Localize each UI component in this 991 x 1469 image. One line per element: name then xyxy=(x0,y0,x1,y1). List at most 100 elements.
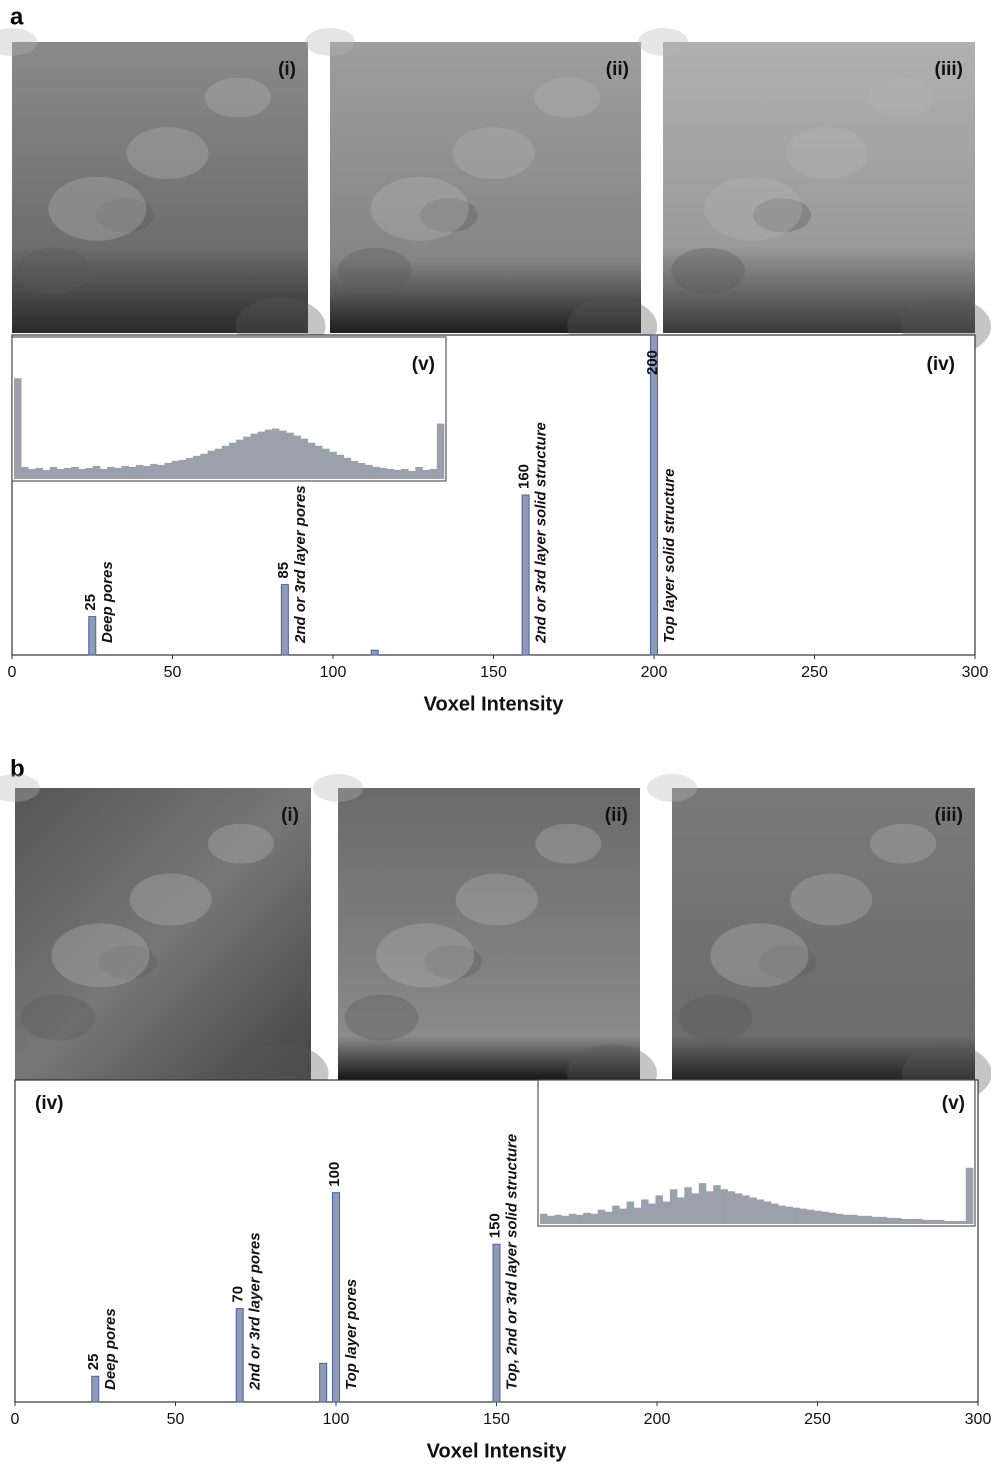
histogram-bar xyxy=(250,433,258,479)
histogram-bar xyxy=(121,465,129,479)
histogram-bar xyxy=(300,438,309,479)
bar-note: Top, 2nd or 3rd layer solid structure xyxy=(503,1134,520,1390)
histogram-bar xyxy=(157,464,165,479)
histogram-bar xyxy=(386,468,395,479)
histogram-bar xyxy=(742,1195,750,1224)
x-tick-label: 50 xyxy=(167,1411,185,1428)
histogram-bar xyxy=(164,462,172,479)
histogram-bar xyxy=(186,457,194,479)
histogram-bar xyxy=(951,1220,959,1224)
histogram-bar xyxy=(114,467,122,479)
histogram-bar xyxy=(662,1201,671,1224)
histogram-bar xyxy=(843,1214,851,1224)
histogram-bar xyxy=(343,457,352,479)
bar xyxy=(650,334,658,656)
texture-blob xyxy=(710,923,809,988)
bar-x-label: 100 xyxy=(326,1162,343,1187)
texture-blob xyxy=(17,247,92,294)
histogram-bar xyxy=(365,464,373,479)
histogram-bar xyxy=(705,1191,714,1224)
x-axis-label: Voxel Intensity xyxy=(427,1440,568,1462)
histogram-bar xyxy=(915,1218,923,1224)
histogram-bar xyxy=(590,1213,599,1224)
texture-blob xyxy=(344,994,419,1041)
x-tick-label: 0 xyxy=(11,1411,20,1428)
histogram-bar xyxy=(78,468,86,479)
panel-label: (v) xyxy=(942,1093,965,1114)
texture-blob xyxy=(638,28,688,56)
x-tick-label: 300 xyxy=(962,664,989,681)
histogram-bar xyxy=(691,1193,700,1224)
histogram-bar xyxy=(727,1191,736,1224)
histogram-bar xyxy=(669,1189,678,1224)
x-tick-label: 50 xyxy=(164,664,182,681)
image-label: (ii) xyxy=(605,805,628,826)
histogram-bar xyxy=(944,1220,952,1224)
texture-blob xyxy=(0,774,40,802)
histogram-bar xyxy=(272,428,280,479)
histogram-bar xyxy=(792,1207,801,1224)
histogram-bar xyxy=(128,466,137,479)
histogram-bar xyxy=(871,1216,880,1224)
histogram-bar xyxy=(597,1209,606,1224)
histogram-bar xyxy=(698,1183,707,1224)
bar-x-label: 70 xyxy=(230,1286,247,1303)
bar xyxy=(235,1308,244,1403)
histogram-bar xyxy=(236,439,244,479)
histogram-bar xyxy=(21,466,29,479)
texture-blob xyxy=(678,994,753,1041)
histogram-bar xyxy=(193,455,201,479)
histogram-bar xyxy=(648,1203,656,1224)
texture-blob xyxy=(305,28,355,56)
histogram-bar xyxy=(171,460,180,479)
texture-blob xyxy=(20,994,95,1041)
texture-blob xyxy=(758,944,817,979)
histogram-bar xyxy=(221,445,230,479)
histogram-bar xyxy=(100,468,108,479)
texture-blob xyxy=(337,247,412,294)
histogram-bar xyxy=(336,454,344,479)
x-tick-label: 250 xyxy=(804,1411,831,1428)
histogram-bar xyxy=(64,467,72,479)
histogram-bar xyxy=(633,1207,642,1224)
image-label: (i) xyxy=(281,805,299,826)
bar-x-label: 160 xyxy=(516,464,533,489)
histogram-bar xyxy=(734,1193,743,1224)
histogram-bar xyxy=(322,448,330,479)
texture-blob xyxy=(704,176,803,241)
x-tick-label: 200 xyxy=(644,1411,671,1428)
histogram-bar xyxy=(540,1213,548,1224)
histogram-bar xyxy=(641,1199,649,1224)
histogram-bar xyxy=(42,469,51,479)
texture-blob xyxy=(870,823,937,864)
bar xyxy=(332,1192,340,1403)
histogram-bar xyxy=(807,1209,815,1224)
histogram-bar xyxy=(350,460,359,479)
histogram-bar xyxy=(92,465,101,479)
texture-blob xyxy=(790,873,873,926)
texture-blob xyxy=(129,873,212,926)
histogram-bar xyxy=(286,432,294,479)
texture-blob xyxy=(376,923,475,988)
micrograph xyxy=(330,42,641,333)
histogram-bar xyxy=(358,462,366,479)
histogram-bar xyxy=(612,1205,620,1224)
texture-blob xyxy=(786,127,869,180)
bar xyxy=(280,584,289,656)
texture-blob xyxy=(370,176,469,241)
histogram-bar xyxy=(293,435,301,479)
histogram-bar xyxy=(576,1214,584,1224)
histogram-bar xyxy=(713,1185,721,1224)
texture-blob xyxy=(207,823,274,864)
histogram-bar xyxy=(936,1219,945,1224)
histogram-bar xyxy=(554,1214,562,1224)
histogram-bar xyxy=(828,1212,837,1224)
micrograph xyxy=(338,788,640,1080)
bar xyxy=(492,1243,501,1403)
histogram-bar xyxy=(655,1195,663,1224)
x-tick-label: 100 xyxy=(320,664,347,681)
texture-blob xyxy=(452,127,535,180)
histogram-bar xyxy=(408,470,416,479)
texture-blob xyxy=(868,77,935,118)
